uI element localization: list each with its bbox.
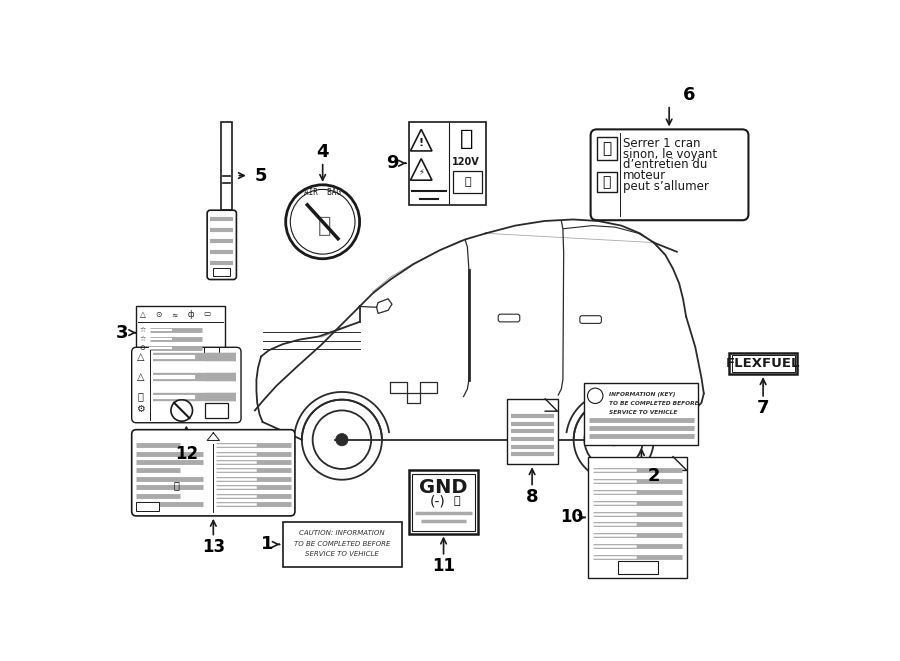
Text: 🖐: 🖐 [460, 129, 473, 149]
Text: SERVICE TO VEHICLE: SERVICE TO VEHICLE [305, 551, 379, 557]
FancyBboxPatch shape [580, 316, 601, 323]
Text: ≈: ≈ [172, 309, 178, 319]
Text: 📖: 📖 [454, 496, 460, 506]
Text: ф: ф [188, 309, 194, 319]
Bar [409, 122, 486, 205]
Text: FLEXFUEL: FLEXFUEL [725, 357, 800, 370]
Text: 4: 4 [317, 143, 328, 161]
Text: 9: 9 [386, 154, 398, 173]
Bar [589, 457, 687, 578]
FancyBboxPatch shape [131, 430, 295, 516]
Bar [412, 473, 475, 531]
Text: 🔌: 🔌 [464, 176, 471, 186]
Text: 120V: 120V [452, 157, 480, 167]
Text: sinon, le voyant: sinon, le voyant [623, 147, 717, 161]
Text: peut s’allumer: peut s’allumer [623, 180, 709, 193]
Text: Serrer 1 cran: Serrer 1 cran [623, 137, 700, 150]
Text: ☆: ☆ [140, 336, 146, 342]
Text: TO BE COMPLETED BEFORE: TO BE COMPLETED BEFORE [609, 401, 698, 406]
Text: ⚡: ⚡ [418, 167, 424, 176]
Text: ☆: ☆ [140, 327, 146, 332]
Text: 📖: 📖 [603, 175, 611, 189]
Bar [205, 403, 228, 418]
Text: TO BE COMPLETED BEFORE: TO BE COMPLETED BEFORE [294, 541, 391, 547]
FancyBboxPatch shape [499, 314, 520, 322]
Text: 🪑: 🪑 [318, 216, 331, 237]
Text: 1: 1 [261, 535, 274, 553]
Bar [584, 383, 698, 445]
Text: △: △ [137, 371, 145, 381]
Text: INFORMATION (KEY): INFORMATION (KEY) [609, 392, 676, 397]
Bar [508, 399, 557, 464]
Bar [409, 471, 478, 533]
Text: 7: 7 [757, 399, 770, 417]
Text: 12: 12 [175, 445, 198, 463]
Bar [617, 561, 658, 574]
Bar [732, 355, 795, 372]
Text: ⛽: ⛽ [602, 141, 611, 156]
Bar [213, 268, 230, 276]
Text: ▭: ▭ [203, 309, 211, 319]
Text: 🔧: 🔧 [138, 391, 144, 402]
Text: moteur: moteur [623, 169, 666, 182]
Text: △: △ [137, 352, 145, 362]
Text: 5: 5 [255, 167, 267, 184]
Circle shape [336, 434, 348, 446]
FancyBboxPatch shape [207, 210, 237, 280]
Text: △: △ [140, 309, 146, 319]
Text: 6: 6 [683, 86, 696, 104]
Text: 8: 8 [526, 488, 538, 506]
Text: 🚗: 🚗 [174, 480, 179, 490]
Text: ⊙: ⊙ [156, 309, 162, 319]
Bar [204, 346, 220, 354]
Text: 2: 2 [647, 467, 660, 485]
Text: CAUTION: INFORMATION: CAUTION: INFORMATION [300, 530, 385, 536]
Bar [136, 502, 158, 512]
Text: (-): (-) [429, 494, 445, 508]
Bar [729, 353, 797, 374]
Text: SERVICE TO VEHICLE: SERVICE TO VEHICLE [609, 410, 678, 415]
Bar [136, 307, 225, 359]
Bar [283, 522, 402, 566]
Text: ⚙: ⚙ [137, 404, 145, 414]
Text: !: ! [418, 138, 424, 148]
Bar [221, 122, 232, 210]
Text: AIR  BAG: AIR BAG [304, 188, 341, 197]
Bar [597, 137, 617, 160]
Bar [597, 172, 617, 192]
Text: 10: 10 [560, 508, 583, 526]
Text: d’entretien du: d’entretien du [623, 158, 707, 171]
FancyBboxPatch shape [590, 130, 749, 220]
Bar [453, 171, 482, 192]
Text: GND: GND [419, 478, 468, 497]
Text: 13: 13 [202, 537, 225, 556]
FancyBboxPatch shape [131, 347, 241, 423]
Circle shape [608, 434, 620, 446]
Text: 3: 3 [116, 324, 129, 342]
Text: ⊙: ⊙ [140, 345, 146, 351]
Text: 11: 11 [432, 557, 455, 575]
